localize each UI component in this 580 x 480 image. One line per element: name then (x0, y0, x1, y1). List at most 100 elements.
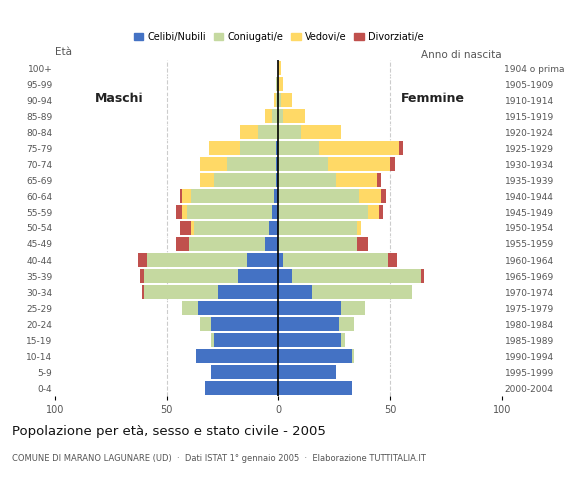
Bar (278, 173, 336, 187)
Bar (211, 365, 278, 379)
Bar (276, 173, 278, 187)
Bar (328, 157, 390, 171)
Bar (318, 141, 399, 155)
Bar (182, 205, 187, 219)
Bar (194, 221, 270, 235)
Bar (388, 253, 397, 267)
Bar (278, 141, 318, 155)
Bar (182, 301, 198, 315)
Text: COMUNE DI MARANO LAGUNARE (UD)  ·  Dati ISTAT 1° gennaio 2005  ·  Elaborazione T: COMUNE DI MARANO LAGUNARE (UD) · Dati IS… (12, 454, 426, 463)
Bar (278, 349, 352, 363)
Bar (211, 317, 278, 331)
Bar (278, 237, 357, 251)
Bar (278, 77, 283, 91)
Bar (278, 301, 341, 315)
Bar (213, 333, 278, 347)
Bar (278, 109, 283, 123)
Bar (191, 189, 274, 203)
Bar (278, 285, 312, 299)
Bar (274, 189, 278, 203)
Bar (341, 333, 345, 347)
Bar (336, 173, 376, 187)
Bar (137, 253, 147, 267)
Bar (180, 221, 191, 235)
Bar (140, 269, 144, 283)
Text: Popolazione per età, sesso e stato civile - 2005: Popolazione per età, sesso e stato civil… (12, 425, 325, 438)
Bar (352, 349, 354, 363)
Bar (144, 269, 238, 283)
Bar (205, 381, 278, 395)
Bar (379, 205, 383, 219)
Bar (276, 93, 278, 107)
Bar (278, 125, 300, 139)
Bar (176, 237, 189, 251)
Bar (209, 141, 241, 155)
Bar (276, 77, 278, 91)
Bar (312, 285, 412, 299)
Bar (142, 285, 144, 299)
Bar (278, 381, 352, 395)
Bar (241, 125, 258, 139)
Bar (399, 141, 404, 155)
Bar (278, 221, 357, 235)
Bar (265, 109, 271, 123)
Text: Anno di nascita: Anno di nascita (421, 50, 502, 60)
Bar (238, 269, 278, 283)
Bar (200, 317, 211, 331)
Bar (278, 61, 281, 75)
Bar (278, 333, 341, 347)
Bar (276, 157, 278, 171)
Text: Età: Età (55, 47, 72, 57)
Bar (281, 93, 292, 107)
Bar (271, 205, 278, 219)
Bar (368, 205, 379, 219)
Bar (198, 301, 278, 315)
Bar (359, 189, 381, 203)
Bar (276, 141, 278, 155)
Bar (278, 205, 368, 219)
Bar (147, 253, 247, 267)
Bar (176, 205, 182, 219)
Bar (213, 173, 276, 187)
Bar (278, 189, 359, 203)
Bar (278, 365, 336, 379)
Bar (357, 221, 361, 235)
Bar (278, 317, 339, 331)
Text: Femmine: Femmine (401, 92, 465, 105)
Bar (341, 301, 365, 315)
Bar (187, 205, 271, 219)
Bar (283, 253, 388, 267)
Bar (258, 125, 278, 139)
Bar (278, 93, 281, 107)
Bar (390, 157, 394, 171)
Bar (180, 189, 182, 203)
Bar (191, 221, 194, 235)
Bar (376, 173, 381, 187)
Bar (247, 253, 278, 267)
Bar (241, 141, 276, 155)
Bar (357, 237, 368, 251)
Bar (339, 317, 354, 331)
Bar (265, 237, 278, 251)
Bar (278, 269, 292, 283)
Bar (189, 237, 265, 251)
Bar (270, 221, 278, 235)
Bar (421, 269, 423, 283)
Bar (278, 253, 283, 267)
Bar (278, 157, 328, 171)
Bar (274, 93, 276, 107)
Bar (211, 333, 213, 347)
Bar (381, 189, 386, 203)
Bar (292, 269, 421, 283)
Bar (300, 125, 341, 139)
Bar (196, 349, 278, 363)
Bar (283, 109, 305, 123)
Text: Maschi: Maschi (95, 92, 144, 105)
Bar (227, 157, 276, 171)
Bar (200, 157, 227, 171)
Legend: Celibi/Nubili, Coniugati/e, Vedovi/e, Divorziati/e: Celibi/Nubili, Coniugati/e, Vedovi/e, Di… (130, 28, 427, 46)
Bar (218, 285, 278, 299)
Bar (144, 285, 218, 299)
Bar (182, 189, 191, 203)
Bar (200, 173, 213, 187)
